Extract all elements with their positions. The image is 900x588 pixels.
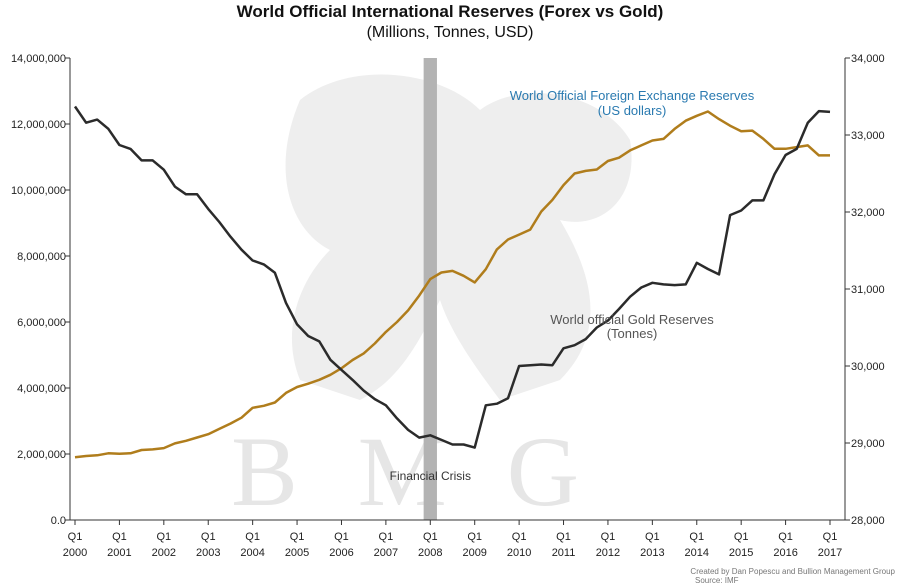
x-tick-year-label: 2016 bbox=[773, 547, 797, 559]
x-tick-quarter-label: Q1 bbox=[778, 531, 793, 543]
x-tick-year-label: 2009 bbox=[462, 547, 486, 559]
right-y-tick-label: 33,000 bbox=[851, 130, 885, 142]
left-y-ticks: 0.0 2,000,000 4,000,000 6,000,000 8,000,000 1… bbox=[11, 53, 70, 527]
x-tick-quarter-label: Q1 bbox=[689, 531, 704, 543]
left-y-tick-label: 2,000,000 bbox=[17, 449, 66, 461]
chart-subtitle: (Millions, Tonnes, USD) bbox=[367, 24, 534, 41]
x-tick-quarter-label: Q1 bbox=[467, 531, 482, 543]
right-y-tick-label: 29,000 bbox=[851, 438, 885, 450]
x-tick-year-label: 2000 bbox=[63, 547, 87, 559]
bmg-watermark: BMG bbox=[231, 74, 639, 527]
gold-annotation-line2: (Tonnes) bbox=[607, 326, 658, 341]
x-tick-quarter-label: Q1 bbox=[423, 531, 438, 543]
left-y-tick-label: 0.0 bbox=[51, 515, 66, 527]
financial-crisis-band bbox=[423, 58, 437, 520]
x-tick-year-label: 2017 bbox=[818, 547, 842, 559]
forex-annotation-line1: World Official Foreign Exchange Reserves bbox=[510, 88, 755, 103]
left-y-tick-label: 14,000,000 bbox=[11, 53, 66, 65]
right-y-tick-label: 31,000 bbox=[851, 284, 885, 296]
x-tick-year-label: 2015 bbox=[729, 547, 753, 559]
x-tick-quarter-label: Q1 bbox=[379, 531, 394, 543]
x-tick-year-label: 2010 bbox=[507, 547, 531, 559]
gold-reserves-line bbox=[73, 105, 831, 449]
right-y-ticks: 28,000 29,000 30,000 31,000 32,000 33,000 34,0… bbox=[845, 53, 885, 527]
x-tick-quarter-label: Q1 bbox=[334, 531, 349, 543]
left-y-tick-label: 10,000,000 bbox=[11, 185, 66, 197]
x-tick-quarter-label: Q1 bbox=[645, 531, 660, 543]
credit-line1: Created by Dan Popescu and Bullion Manag… bbox=[690, 567, 895, 576]
lion-watermark-icon bbox=[285, 74, 632, 401]
right-y-tick-label: 32,000 bbox=[851, 207, 885, 219]
x-tick-quarter-label: Q1 bbox=[112, 531, 127, 543]
x-tick-quarter-label: Q1 bbox=[68, 531, 83, 543]
financial-crisis-label: Financial Crisis bbox=[390, 469, 471, 483]
forex-annotation-line2: (US dollars) bbox=[598, 103, 667, 118]
x-tick-quarter-label: Q1 bbox=[823, 531, 838, 543]
left-y-tick-label: 8,000,000 bbox=[17, 251, 66, 263]
x-tick-year-label: 2001 bbox=[107, 547, 131, 559]
right-y-tick-label: 28,000 bbox=[851, 515, 885, 527]
x-tick-year-label: 2011 bbox=[552, 547, 576, 559]
right-y-tick-label: 30,000 bbox=[851, 361, 885, 373]
left-y-tick-label: 4,000,000 bbox=[17, 383, 66, 395]
x-tick-quarter-label: Q1 bbox=[201, 531, 216, 543]
x-tick-year-label: 2004 bbox=[240, 547, 264, 559]
x-tick-quarter-label: Q1 bbox=[245, 531, 260, 543]
forex-reserves-line bbox=[74, 110, 830, 459]
x-tick-quarter-label: Q1 bbox=[734, 531, 749, 543]
right-y-tick-label: 34,000 bbox=[851, 53, 885, 65]
credit-line2: Source: IMF bbox=[695, 576, 739, 585]
x-tick-year-label: 2006 bbox=[329, 547, 353, 559]
x-tick-quarter-label: Q1 bbox=[601, 531, 616, 543]
x-tick-quarter-label: Q1 bbox=[290, 531, 305, 543]
x-tick-quarter-label: Q1 bbox=[556, 531, 571, 543]
x-tick-year-label: 2014 bbox=[685, 547, 709, 559]
x-ticks: Q1 2000 Q1 2001 Q1 2002 Q1 2003 Q1 2004 Q1 2005 Q1 20… bbox=[63, 520, 842, 559]
x-tick-year-label: 2013 bbox=[640, 547, 664, 559]
x-tick-year-label: 2005 bbox=[285, 547, 309, 559]
left-y-tick-label: 6,000,000 bbox=[17, 317, 66, 329]
watermark-text: BMG bbox=[231, 416, 639, 527]
x-tick-quarter-label: Q1 bbox=[156, 531, 171, 543]
left-y-tick-label: 12,000,000 bbox=[11, 119, 66, 131]
x-tick-year-label: 2012 bbox=[596, 547, 620, 559]
chart-title: World Official International Reserves (F… bbox=[237, 2, 664, 21]
gold-annotation-line1: World official Gold Reserves bbox=[550, 312, 714, 327]
x-tick-year-label: 2008 bbox=[418, 547, 442, 559]
x-tick-year-label: 2003 bbox=[196, 547, 220, 559]
x-tick-year-label: 2007 bbox=[374, 547, 398, 559]
x-tick-quarter-label: Q1 bbox=[512, 531, 527, 543]
x-tick-year-label: 2002 bbox=[152, 547, 176, 559]
